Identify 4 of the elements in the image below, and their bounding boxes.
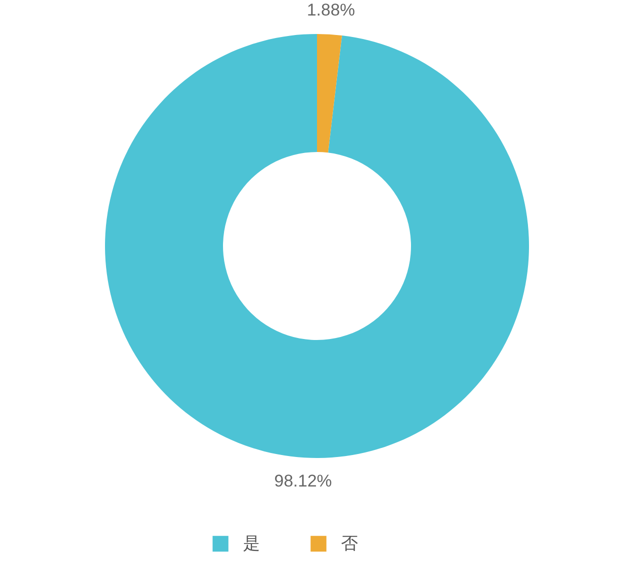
data-label: 1.88%: [306, 0, 356, 20]
legend-label: 否: [341, 534, 358, 553]
legend-label: 是: [243, 534, 260, 553]
data-label: 98.12%: [274, 472, 332, 491]
